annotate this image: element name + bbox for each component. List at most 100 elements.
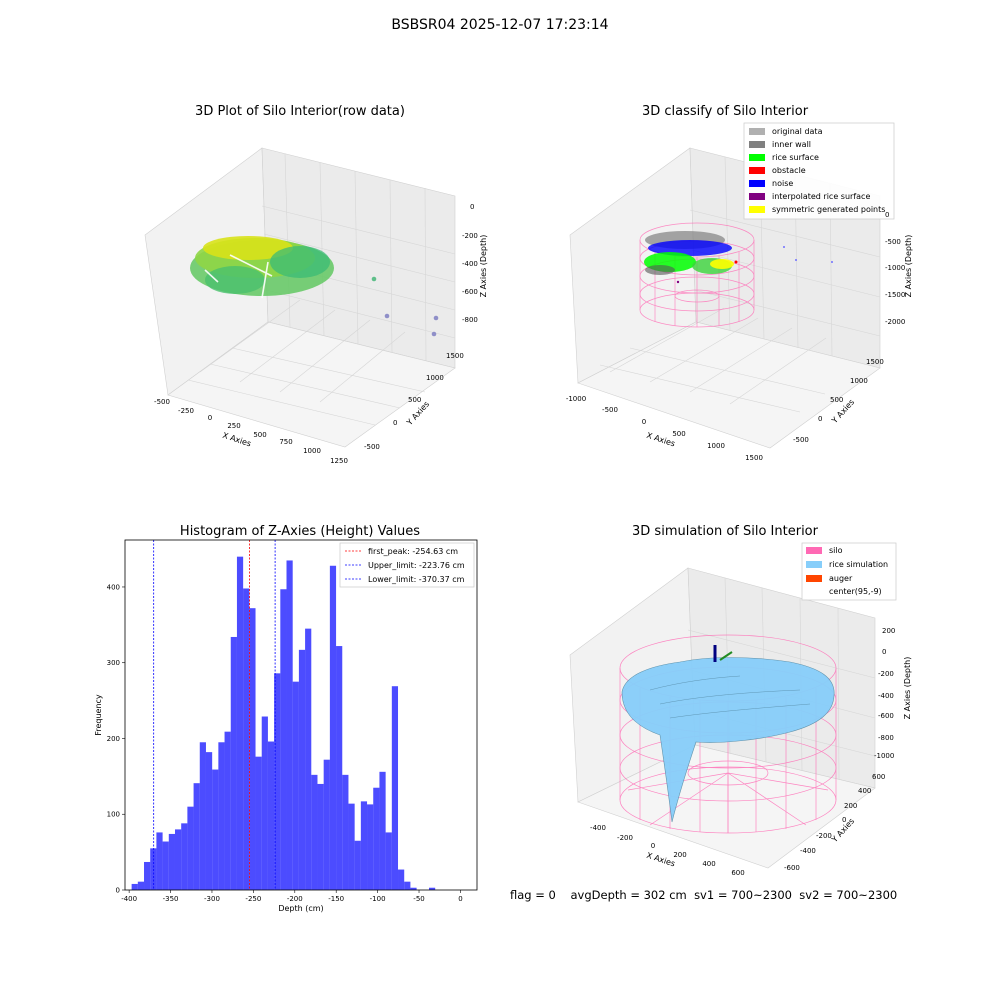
panel4-legend: silo rice simulation auger center(95,-9) bbox=[801, 542, 897, 601]
panel2-title: 3D classify of Silo Interior bbox=[641, 104, 809, 119]
panel1-grid bbox=[187, 153, 456, 426]
panel2-legend: original data inner wall rice surface ob… bbox=[743, 122, 895, 220]
histogram-bar bbox=[187, 806, 194, 890]
histogram-bar bbox=[131, 883, 138, 890]
histogram-bar bbox=[360, 801, 368, 890]
histogram-bar bbox=[336, 646, 343, 890]
legend-swatch-interp bbox=[749, 193, 765, 200]
histogram-bar bbox=[230, 636, 237, 890]
p1-ztick: -600 bbox=[462, 288, 478, 296]
histogram-bar bbox=[398, 869, 405, 890]
histogram-frame bbox=[124, 539, 478, 891]
legend-swatch-rice-surface bbox=[749, 154, 765, 161]
histogram-bar bbox=[168, 833, 175, 890]
histogram-bar bbox=[280, 589, 287, 890]
p4-ytick: 200 bbox=[844, 802, 857, 810]
histogram-bar bbox=[286, 560, 293, 890]
p1-ztick: -400 bbox=[462, 260, 478, 268]
panel2-clusters bbox=[644, 231, 833, 284]
p2-xtick: 500 bbox=[672, 430, 685, 438]
p4-xtick: 400 bbox=[702, 860, 715, 868]
p4-ytick: -400 bbox=[800, 847, 816, 855]
rice-surface-mesh bbox=[649, 675, 811, 719]
legend-inner-wall: inner wall bbox=[772, 140, 811, 149]
histogram-bar bbox=[218, 742, 225, 890]
histogram-bar bbox=[329, 565, 337, 890]
legend-rice-surface: rice surface bbox=[772, 153, 819, 162]
p1-ytick: 1500 bbox=[446, 352, 464, 360]
p2-ztick: -2000 bbox=[885, 318, 905, 326]
histogram-bar bbox=[181, 823, 188, 890]
p2-ytick: 500 bbox=[830, 396, 843, 404]
histogram-bars bbox=[131, 556, 436, 890]
histogram-x-tick-label: -150 bbox=[328, 895, 344, 903]
p4-ztick: -400 bbox=[878, 692, 894, 700]
histogram-bar bbox=[373, 787, 380, 890]
panel1-outliers bbox=[371, 276, 439, 337]
p4-ytick: 0 bbox=[842, 816, 846, 824]
panel2-chart: original data inner wall rice surface ob… bbox=[566, 122, 913, 462]
histogram-x-tick-label: -350 bbox=[163, 895, 179, 903]
histogram-bar bbox=[391, 686, 399, 890]
p1-xtick: -500 bbox=[154, 398, 170, 406]
p1-xtick: 500 bbox=[253, 431, 266, 439]
p2-xtick: -1000 bbox=[566, 395, 586, 403]
panel4-chart: silo rice simulation auger center(95,-9)… bbox=[569, 542, 912, 877]
sv2-text: sv2 = 700~2300 bbox=[799, 888, 898, 902]
legend-swatch-inner-wall bbox=[749, 141, 765, 148]
histogram-y-tick-label: 300 bbox=[107, 659, 120, 667]
p2-xtick: -500 bbox=[602, 406, 618, 414]
histogram-bar bbox=[255, 756, 262, 890]
histogram-bar bbox=[144, 861, 151, 890]
histogram-bar bbox=[137, 881, 145, 890]
histogram-bar bbox=[323, 759, 330, 890]
histogram-x-tick-label: -100 bbox=[370, 895, 386, 903]
histogram-y-tick-label: 400 bbox=[107, 583, 120, 591]
p2-xtick: 0 bbox=[642, 418, 646, 426]
panel2-noise-outlier bbox=[831, 261, 833, 263]
panel4-y-ticks: -600 -400 -200 0 200 400 600 bbox=[784, 773, 885, 872]
histogram-bar bbox=[428, 887, 436, 890]
legend-swatch-noise bbox=[749, 180, 765, 187]
panel1-cloud-top bbox=[203, 236, 293, 260]
panel2-interp-point bbox=[676, 280, 680, 284]
panel1-cloud-edge bbox=[270, 246, 330, 278]
p4-ytick: -200 bbox=[816, 832, 832, 840]
legend-lower-limit: Lower_limit: -370.37 cm bbox=[368, 575, 465, 584]
p2-xtick: 1500 bbox=[745, 454, 763, 462]
legend-interpolated: interpolated rice surface bbox=[772, 192, 870, 201]
p1-xtick: 750 bbox=[279, 438, 292, 446]
p4-ztick: -1000 bbox=[874, 752, 894, 760]
histogram-x-tick-label: -50 bbox=[413, 895, 424, 903]
histogram-y-ticks: 0 100 200 300 400 bbox=[107, 583, 125, 895]
panel1-floor bbox=[167, 321, 456, 448]
legend-noise: noise bbox=[772, 179, 793, 188]
p4-ytick: 400 bbox=[858, 787, 871, 795]
panel1-outlier-2 bbox=[384, 313, 390, 319]
p1-ytick: 500 bbox=[408, 396, 421, 404]
panel1-chart: -500 -250 0 250 500 750 1000 1250 X Axie… bbox=[144, 147, 488, 465]
legend-center: center(95,-9) bbox=[829, 587, 882, 596]
histogram-bar bbox=[298, 649, 306, 890]
legend-swatch-rice bbox=[806, 561, 822, 568]
panel2-noise-points bbox=[648, 240, 732, 256]
histogram-bar bbox=[305, 628, 312, 890]
panel1-z-ticks: 0 -200 -400 -600 -800 bbox=[462, 203, 478, 324]
histogram-bar bbox=[212, 769, 219, 890]
histogram-bar bbox=[267, 741, 275, 890]
histogram-bar bbox=[311, 774, 318, 890]
histogram-legend: first_peak: -254.63 cm Upper_limit: -223… bbox=[339, 542, 475, 588]
legend-auger: auger bbox=[829, 574, 853, 583]
legend-original-data: original data bbox=[772, 127, 823, 136]
histogram-bar bbox=[348, 803, 355, 890]
figure-title: BSBSR04 2025-12-07 17:23:14 bbox=[391, 17, 609, 33]
histogram-y-tick-label: 0 bbox=[116, 887, 120, 895]
histogram-x-tick-label: -250 bbox=[245, 895, 261, 903]
p4-ztick: -200 bbox=[878, 670, 894, 678]
p1-xtick: 0 bbox=[208, 414, 212, 422]
histogram-y-tick-label: 200 bbox=[107, 735, 120, 743]
panel2-silo-wireframe bbox=[639, 222, 755, 328]
histogram-bar bbox=[236, 556, 244, 890]
panel3-chart: -400 -350 -300 -250 -200 -150 -100 -50 0 0 100 200… bbox=[94, 539, 478, 913]
histogram-x-tick-label: -400 bbox=[121, 895, 137, 903]
